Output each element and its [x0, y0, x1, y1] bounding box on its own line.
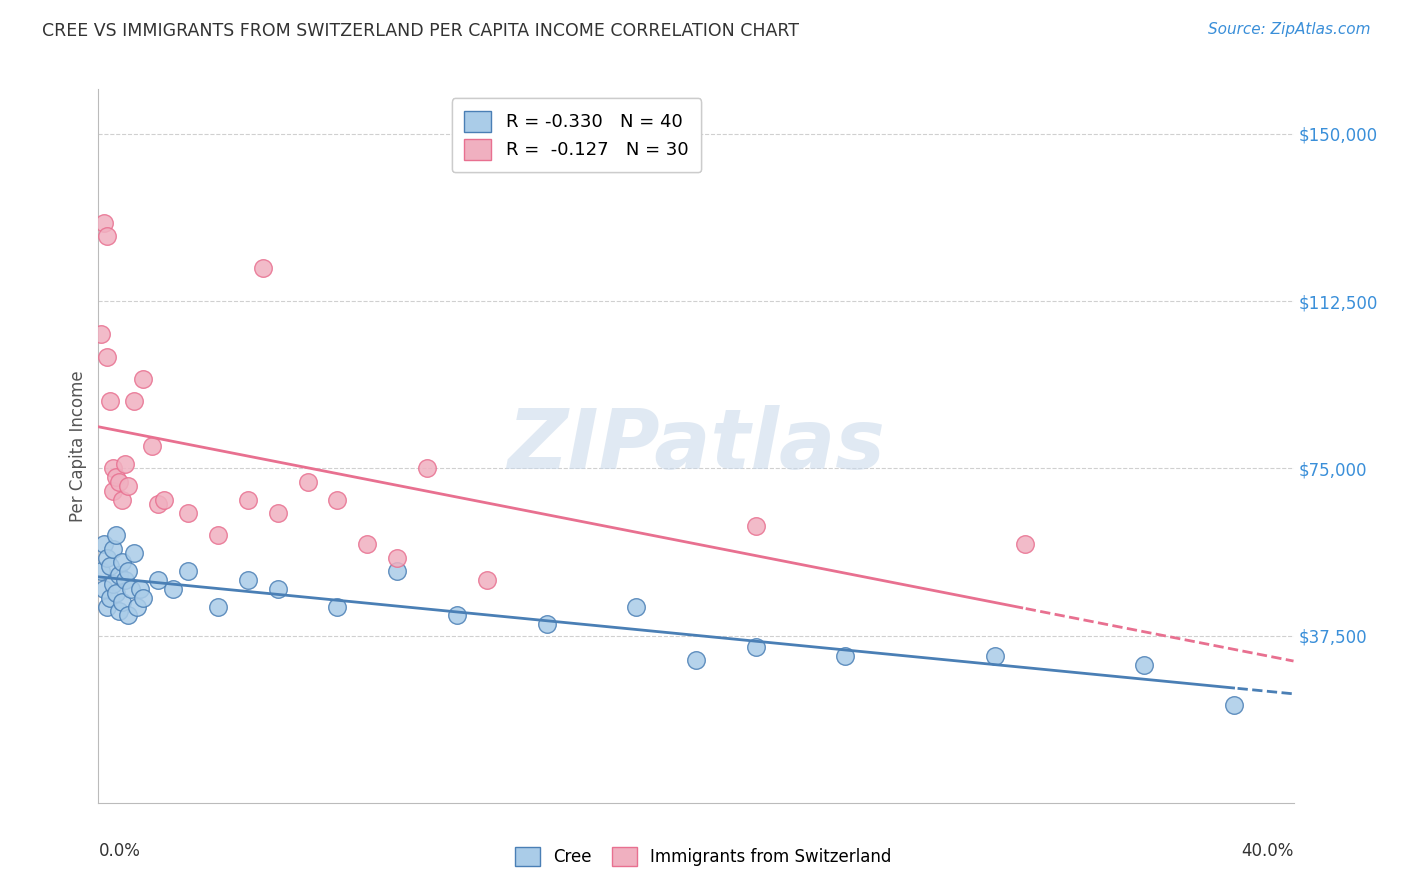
Point [124, 546, 146, 560]
Point [745, 519, 768, 533]
Point [98, 591, 122, 605]
Point [984, 648, 1007, 663]
Point [536, 617, 558, 632]
Text: Source: ZipAtlas.com: Source: ZipAtlas.com [1208, 22, 1371, 37]
Point [114, 573, 136, 587]
Point [124, 394, 146, 409]
Point [326, 492, 349, 507]
Point [117, 608, 139, 623]
Point [111, 492, 134, 507]
Point [93, 537, 115, 551]
Point [297, 475, 319, 489]
Point [105, 586, 128, 600]
Point [1223, 698, 1246, 712]
Point [252, 260, 274, 275]
Point [120, 582, 142, 596]
Point [98, 559, 122, 574]
Point [153, 492, 176, 507]
Point [96, 550, 118, 565]
Point [108, 568, 131, 582]
Point [103, 461, 125, 475]
Text: 0.0%: 0.0% [98, 842, 141, 860]
Y-axis label: Per Capita Income: Per Capita Income [69, 370, 87, 522]
Point [236, 573, 259, 587]
Point [93, 582, 115, 596]
Point [105, 470, 128, 484]
Point [475, 573, 498, 587]
Point [267, 506, 290, 520]
Point [103, 541, 125, 556]
Point [96, 229, 118, 244]
Point [267, 582, 290, 596]
Point [626, 599, 648, 614]
Point [745, 640, 768, 654]
Point [207, 599, 229, 614]
Point [96, 350, 118, 364]
Point [177, 506, 200, 520]
Legend: Cree, Immigrants from Switzerland: Cree, Immigrants from Switzerland [506, 838, 900, 875]
Point [356, 537, 378, 551]
Point [132, 372, 155, 386]
Point [103, 483, 125, 498]
Point [416, 461, 439, 475]
Point [148, 573, 170, 587]
Legend: R = -0.330   N = 40, R =  -0.127   N = 30: R = -0.330 N = 40, R = -0.127 N = 30 [451, 98, 702, 172]
Point [111, 595, 134, 609]
Point [1133, 657, 1156, 672]
Point [385, 564, 409, 578]
Point [132, 591, 155, 605]
Point [177, 564, 200, 578]
Point [90, 564, 112, 578]
Point [114, 457, 136, 471]
Text: ZIPatlas: ZIPatlas [508, 406, 884, 486]
Point [685, 653, 707, 667]
Point [96, 599, 118, 614]
Point [207, 528, 229, 542]
Point [385, 550, 409, 565]
Point [117, 479, 139, 493]
Point [108, 475, 131, 489]
Point [103, 577, 125, 591]
Point [834, 648, 856, 663]
Point [148, 497, 170, 511]
Point [141, 439, 163, 453]
Point [129, 582, 152, 596]
Point [326, 599, 349, 614]
Point [236, 492, 259, 507]
Text: 40.0%: 40.0% [1241, 842, 1294, 860]
Point [111, 555, 134, 569]
Point [93, 216, 115, 230]
Point [1014, 537, 1036, 551]
Point [108, 604, 131, 618]
Point [162, 582, 184, 596]
Point [446, 608, 468, 623]
Point [117, 564, 139, 578]
Point [90, 327, 112, 342]
Text: CREE VS IMMIGRANTS FROM SWITZERLAND PER CAPITA INCOME CORRELATION CHART: CREE VS IMMIGRANTS FROM SWITZERLAND PER … [42, 22, 799, 40]
Point [127, 599, 149, 614]
Point [105, 528, 128, 542]
Point [98, 394, 122, 409]
